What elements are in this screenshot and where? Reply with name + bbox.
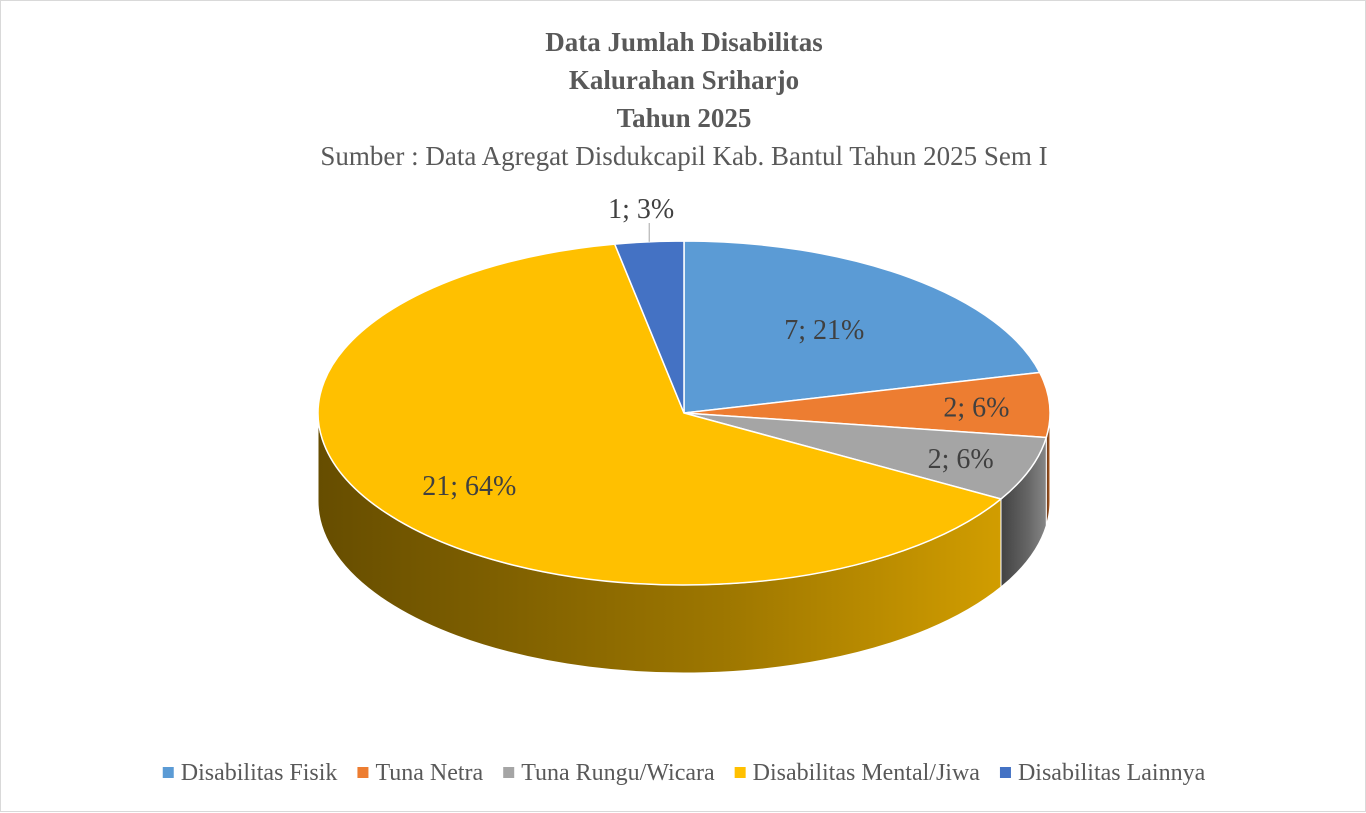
pie-slice-0[interactable] xyxy=(683,240,1041,414)
data-label-1: 2; 6% xyxy=(943,392,1009,423)
legend-swatch-3 xyxy=(734,767,746,778)
data-label-3: 21; 64% xyxy=(422,471,516,502)
pie-slice-1[interactable] xyxy=(683,371,1051,439)
pie-slice-4[interactable] xyxy=(613,240,685,414)
legend-item-2: Tuna Rungu/Wicara xyxy=(503,760,715,786)
legend-label-1: Tuna Netra xyxy=(375,760,483,786)
legend-item-1: Tuna Netra xyxy=(357,760,484,786)
pie-label-group: 7; 21% 2; 6% 2; 6% 21; 64% 1; 3% xyxy=(422,194,1009,502)
chart-title-line-3: Tahun 2025 xyxy=(617,103,752,133)
pie-top-group xyxy=(317,240,1051,586)
chart-title-line-1: Data Jumlah Disabilitas xyxy=(545,27,823,57)
legend-item-3: Disabilitas Mental/Jiwa xyxy=(734,760,981,786)
chart-title-line-2: Kalurahan Sriharjo xyxy=(569,65,799,95)
legend-label-3: Disabilitas Mental/Jiwa xyxy=(753,760,981,786)
legend-item-4: Disabilitas Lainnya xyxy=(999,760,1206,786)
legend: Disabilitas Fisik Tuna Netra Tuna Rungu/Wi… xyxy=(162,760,1206,786)
legend-label-2: Tuna Rungu/Wicara xyxy=(521,760,715,786)
legend-label-0: Disabilitas Fisik xyxy=(181,760,338,786)
legend-swatch-4 xyxy=(999,767,1011,778)
data-label-2: 2; 6% xyxy=(928,444,994,475)
data-label-4: 1; 3% xyxy=(608,194,674,225)
legend-item-0: Disabilitas Fisik xyxy=(162,760,338,786)
pie-side-group xyxy=(317,412,1051,674)
data-label-0: 7; 21% xyxy=(784,315,864,346)
pie-slice-2[interactable] xyxy=(683,412,1048,500)
chart-title-group: Data Jumlah Disabilitas Kalurahan Srihar… xyxy=(320,27,1047,171)
chart-subtitle: Sumber : Data Agregat Disdukcapil Kab. B… xyxy=(320,141,1047,171)
legend-swatch-2 xyxy=(503,767,515,778)
pie-slice-3[interactable] xyxy=(317,243,1003,586)
legend-swatch-1 xyxy=(357,767,369,778)
legend-swatch-0 xyxy=(162,767,174,778)
legend-label-4: Disabilitas Lainnya xyxy=(1018,760,1206,786)
